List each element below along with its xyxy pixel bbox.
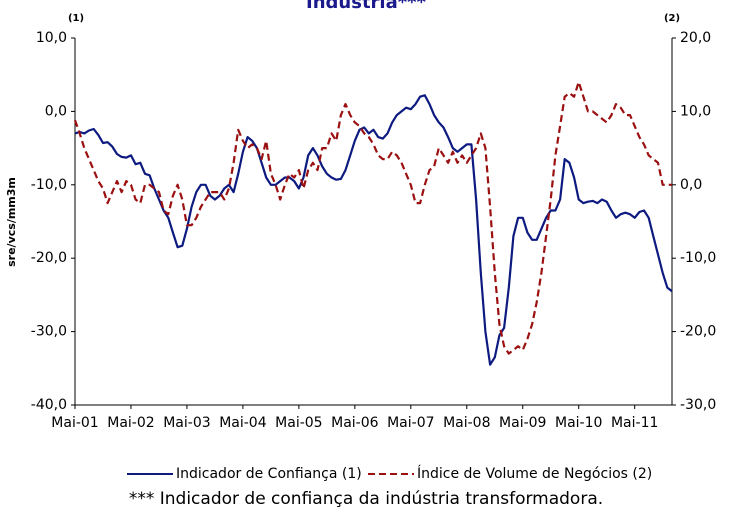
y-tick-label: -40,0 (31, 397, 67, 413)
chart-title: Indústria*** (306, 0, 427, 13)
y-tick-label: -20,0 (31, 250, 67, 266)
y-axis-note: (1) (68, 13, 84, 24)
y2-tick-label: 20,0 (680, 30, 711, 46)
x-tick-label: Mai-07 (387, 415, 434, 431)
y-tick-label: -10,0 (31, 177, 67, 193)
x-tick-label: Mai-06 (331, 415, 379, 431)
y2-tick-label: -10,0 (680, 250, 716, 266)
legend-label: Indicador de Confiança (1) (176, 466, 362, 482)
y2-tick-label: -20,0 (680, 324, 716, 340)
y2-tick-label: -30,0 (680, 397, 716, 413)
x-tick-label: Mai-11 (611, 415, 658, 431)
footnote: *** Indicador de confiança da indústria … (129, 489, 603, 509)
y-axis-label: sre/vcs/mm3m (5, 177, 18, 267)
y2-tick-label: 10,0 (680, 103, 711, 119)
legend-label: Índice de Volume de Negócios (2) (417, 465, 652, 482)
x-tick-label: Mai-05 (275, 415, 322, 431)
x-tick-label: Mai-02 (107, 415, 154, 431)
y-tick-label: 0,0 (45, 103, 67, 119)
series-line (73, 80, 672, 355)
x-tick-label: Mai-09 (499, 415, 546, 431)
x-tick-label: Mai-01 (51, 415, 98, 431)
y2-axis-note: (2) (664, 13, 680, 24)
x-tick-label: Mai-08 (443, 415, 490, 431)
y-tick-label: -30,0 (31, 324, 67, 340)
y-tick-label: 10,0 (36, 30, 67, 46)
x-tick-label: Mai-03 (163, 415, 210, 431)
y2-tick-label: 0,0 (680, 177, 702, 193)
series-line (74, 94, 673, 366)
x-tick-label: Mai-10 (555, 415, 602, 431)
x-tick-label: Mai-04 (219, 415, 267, 431)
